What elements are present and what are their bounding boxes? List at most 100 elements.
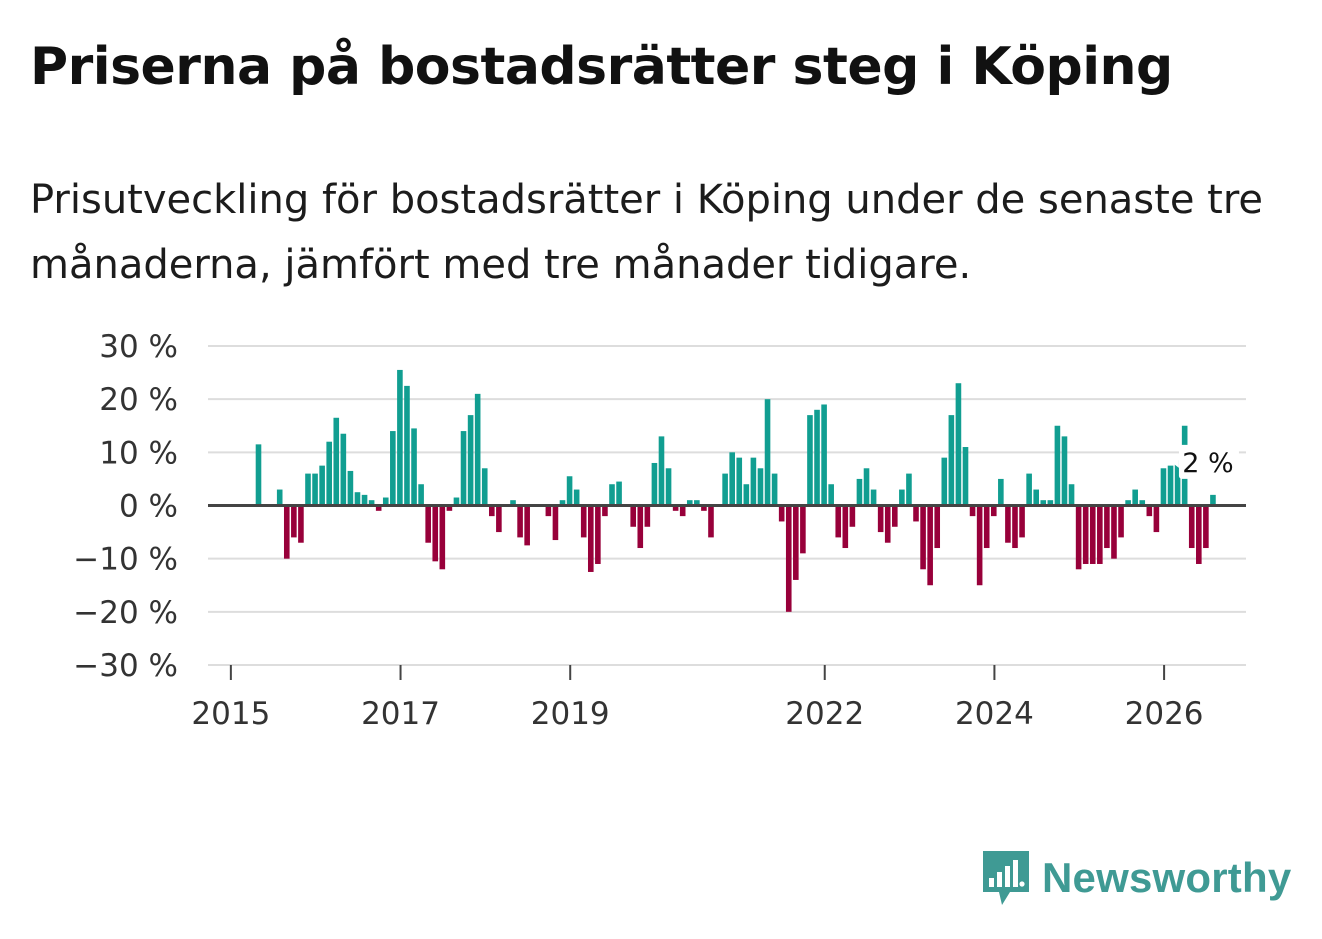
- y-tick-label: −20 %: [73, 595, 178, 631]
- bar: [453, 497, 460, 506]
- bar: [778, 505, 785, 522]
- bar: [764, 399, 771, 506]
- bar: [842, 505, 849, 549]
- bar: [821, 404, 827, 506]
- bar: [637, 505, 644, 549]
- bar: [446, 505, 453, 511]
- chart-subtitle: Prisutveckling för bostadsrätter i Köpin…: [30, 177, 1264, 288]
- bar: [559, 500, 566, 506]
- bar: [496, 505, 502, 533]
- bar: [800, 505, 806, 554]
- bar: [609, 484, 615, 506]
- y-axis: 30 % 20 % 10 % 0 % −10 % −20 % −30 %: [73, 329, 178, 684]
- bar: [319, 465, 325, 506]
- chart-title: Priserna på bostadsrätter steg i Köping: [30, 37, 1173, 97]
- bar: [1047, 500, 1054, 506]
- bar: [884, 505, 891, 543]
- bar: [510, 500, 516, 506]
- bar: [913, 505, 919, 522]
- bar: [807, 415, 813, 506]
- bar: [658, 436, 665, 506]
- bar: [1012, 505, 1018, 549]
- bar: [1075, 505, 1082, 570]
- bar: [425, 505, 431, 543]
- bar: [283, 505, 290, 559]
- bar: [708, 505, 714, 538]
- bar: [1203, 505, 1209, 549]
- bar: [1132, 489, 1138, 506]
- bar: [1167, 465, 1174, 506]
- bar: [934, 505, 941, 549]
- bar: [835, 505, 842, 538]
- bar: [736, 457, 743, 506]
- bar: [616, 481, 622, 506]
- bar: [983, 505, 990, 549]
- bar: [276, 489, 283, 506]
- bar: [1146, 505, 1153, 517]
- annotation-pointer: [1170, 455, 1179, 468]
- bar: [517, 505, 523, 538]
- bar: [948, 415, 955, 506]
- bar: [1188, 505, 1195, 549]
- bar: [1019, 505, 1025, 538]
- bar: [439, 505, 446, 570]
- bar: [552, 505, 559, 541]
- bar: [474, 393, 481, 506]
- y-tick-label: 10 %: [99, 435, 178, 471]
- bar-series: [255, 369, 1216, 612]
- bar: [573, 489, 580, 506]
- bar: [326, 441, 332, 506]
- x-tick-label: 2015: [191, 696, 270, 732]
- x-tick-label: 2024: [955, 696, 1034, 732]
- bar: [1174, 460, 1181, 506]
- bar: [397, 369, 403, 506]
- bar: [1026, 473, 1032, 506]
- bar: [665, 468, 672, 506]
- bar: [602, 505, 608, 517]
- last-value-label: 2 %: [1182, 448, 1233, 479]
- bar: [255, 444, 262, 506]
- bar: [1005, 505, 1011, 543]
- bar: [771, 473, 778, 506]
- bar: [694, 500, 700, 506]
- bar: [1068, 484, 1075, 506]
- bar: [418, 484, 424, 506]
- bar: [969, 505, 976, 517]
- bar: [1160, 468, 1167, 506]
- bar: [990, 505, 997, 517]
- bar: [856, 478, 863, 506]
- bar: [305, 473, 311, 506]
- bar: [354, 492, 361, 506]
- bar: [1111, 505, 1117, 559]
- bar: [587, 505, 594, 572]
- bar: [849, 505, 856, 527]
- x-tick-label: 2019: [531, 696, 610, 732]
- bar: [976, 505, 983, 586]
- bar-chart-speech-bubble-icon: [983, 851, 1029, 905]
- bar: [1097, 505, 1103, 564]
- bar: [906, 473, 912, 506]
- bar: [340, 433, 347, 506]
- bar: [955, 383, 962, 506]
- bar: [524, 505, 530, 546]
- bar: [411, 428, 417, 506]
- bar: [672, 505, 679, 511]
- bar: [644, 505, 651, 527]
- bar: [489, 505, 495, 517]
- bar: [1089, 505, 1096, 564]
- bar: [1118, 505, 1124, 538]
- bar: [1153, 505, 1160, 533]
- bar: [1139, 500, 1146, 506]
- y-tick-label: 30 %: [99, 329, 178, 365]
- bar: [962, 447, 969, 506]
- bar: [998, 478, 1004, 506]
- bar: [375, 505, 382, 511]
- bar: [1125, 500, 1131, 506]
- x-tick-label: 2022: [785, 696, 864, 732]
- bar: [467, 415, 474, 506]
- bar: [757, 468, 764, 506]
- bar: [390, 431, 396, 506]
- bar: [877, 505, 884, 533]
- y-tick-label: −30 %: [73, 648, 178, 684]
- bar: [404, 385, 410, 506]
